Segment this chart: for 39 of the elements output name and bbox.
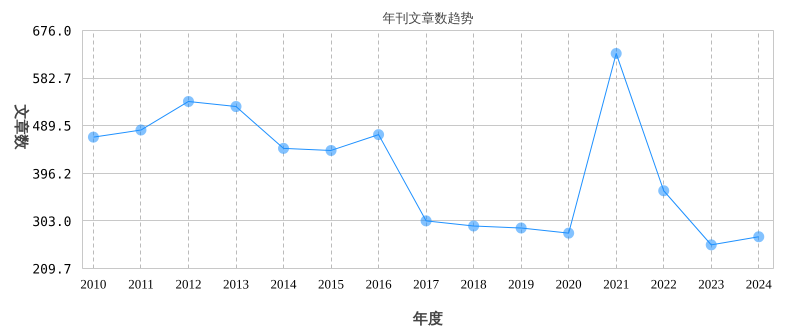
point [610,48,622,59]
point [706,239,717,250]
x-tick-label: 2016 [366,276,392,292]
x-tick-label: 2014 [270,276,298,292]
x-axis-title: 年度 [412,310,443,328]
point [135,124,146,136]
point [278,142,290,154]
point [230,101,242,112]
y-axis-title: 文章数 [12,104,30,150]
y-tick-label: 303.0 [32,214,72,230]
point [516,222,527,234]
x-tick-label: 2012 [175,276,202,292]
point [420,215,432,226]
chart-title: 年刊文章数趋势 [382,10,474,26]
point [326,144,337,156]
x-tick-label: 2015 [318,276,344,292]
point [563,228,574,239]
point [88,132,99,143]
y-tick-label: 676.0 [32,24,72,40]
point [182,96,194,107]
y-tick-label: 582.7 [32,72,72,88]
y-tick-label: 396.2 [32,167,72,182]
y-tick-label: 489.5 [32,120,72,135]
x-tick-label: 2018 [460,276,487,292]
point [373,129,384,140]
y-tick-label: 209.7 [32,262,72,278]
point [753,231,764,242]
point [468,220,480,232]
x-tick-label: 2013 [223,276,250,292]
x-tick-label: 2020 [556,276,582,292]
x-tick-label: 2021 [603,276,630,292]
x-tick-label: 2011 [128,276,154,292]
point [658,185,670,196]
x-tick-label: 2019 [508,276,534,292]
x-tick-label: 2024 [746,276,772,292]
x-tick-label: 2023 [698,276,724,292]
x-tick-label: 2017 [413,276,440,292]
x-tick-label: 2010 [80,276,106,292]
x-tick-label: 2022 [650,276,677,292]
